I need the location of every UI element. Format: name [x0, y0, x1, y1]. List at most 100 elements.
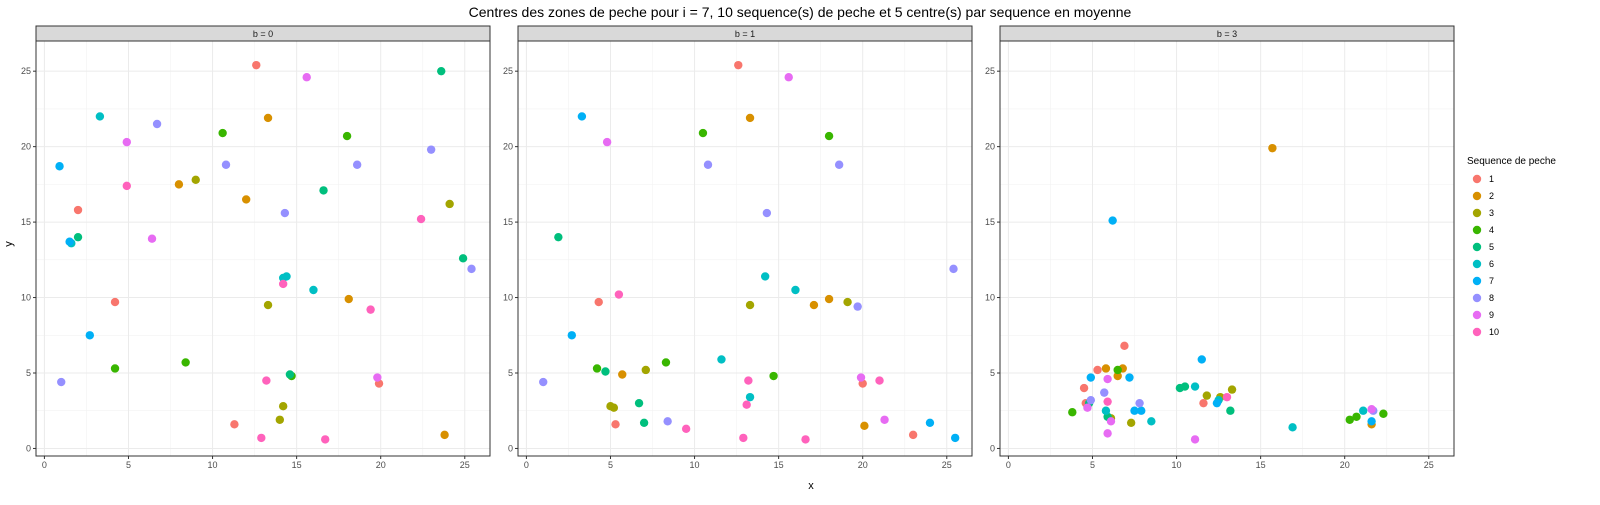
y-tick-label: 10	[21, 293, 31, 303]
data-point-seq-1	[1079, 383, 1089, 393]
data-point-seq-10	[744, 376, 753, 385]
y-tick-label: 25	[985, 66, 995, 76]
data-point-seq-10	[801, 435, 810, 444]
data-point-seq-8	[1100, 388, 1109, 397]
data-point-seq-1	[1093, 365, 1102, 375]
data-point-seq-10	[321, 435, 330, 444]
data-point-seq-9	[1083, 403, 1092, 412]
data-point-seq-3	[609, 403, 619, 412]
data-point-seq-9	[1367, 405, 1376, 414]
x-tick-label: 10	[208, 460, 218, 470]
data-point-seq-7	[567, 331, 577, 340]
data-point-seq-6	[1190, 382, 1200, 391]
data-point-seq-1	[110, 297, 120, 307]
data-point-seq-8	[352, 160, 362, 169]
legend-swatch-8	[1472, 293, 1482, 303]
data-point-seq-2	[174, 180, 184, 189]
data-point-seq-1	[594, 297, 603, 307]
legend-swatch-7	[1472, 276, 1482, 286]
x-tick-label: 15	[774, 460, 784, 470]
facet-strip-label: b = 3	[1217, 29, 1237, 39]
x-tick-label: 5	[608, 460, 613, 470]
legend-swatch-6	[1472, 259, 1482, 269]
data-point-seq-9	[122, 137, 131, 147]
data-point-seq-5	[601, 367, 610, 376]
y-tick-label: 15	[503, 217, 513, 227]
data-point-seq-9	[1190, 435, 1200, 444]
data-point-seq-6	[745, 392, 755, 402]
data-point-seq-7	[1367, 417, 1376, 426]
data-point-seq-5	[634, 398, 644, 408]
y-tick-label: 20	[21, 142, 31, 152]
data-point-seq-8	[221, 160, 231, 169]
data-point-seq-3	[745, 300, 755, 310]
data-point-seq-10	[416, 214, 426, 224]
y-tick-label: 20	[985, 142, 995, 152]
data-point-seq-7	[1086, 373, 1096, 382]
data-point-seq-10	[278, 279, 288, 289]
data-point-seq-7	[1130, 406, 1139, 415]
x-tick-label: 20	[858, 460, 868, 470]
data-point-seq-4	[110, 364, 120, 373]
y-axis-label: y	[3, 241, 15, 247]
legend-label-7: 7	[1489, 276, 1494, 286]
x-tick-label: 0	[42, 460, 47, 470]
data-point-seq-6	[1147, 417, 1156, 426]
y-tick-label: 10	[503, 293, 513, 303]
data-point-seq-3	[843, 297, 852, 307]
data-point-seq-4	[592, 364, 602, 373]
data-point-seq-5	[437, 66, 446, 76]
data-point-seq-6	[95, 112, 105, 121]
data-point-seq-3	[1126, 418, 1136, 427]
x-tick-label: 25	[1424, 460, 1434, 470]
data-point-seq-6	[791, 285, 800, 295]
y-tick-label: 15	[21, 217, 31, 227]
data-point-seq-5	[1226, 406, 1235, 415]
data-point-seq-8	[762, 208, 772, 218]
data-point-seq-8	[280, 208, 290, 218]
data-point-seq-2	[809, 300, 819, 310]
x-tick-label: 5	[126, 460, 131, 470]
data-point-seq-8	[152, 119, 162, 129]
data-point-seq-2	[1113, 371, 1122, 381]
data-point-seq-4	[1113, 365, 1122, 375]
data-point-seq-7	[1108, 216, 1117, 225]
x-tick-label: 25	[942, 460, 952, 470]
y-tick-label: 5	[508, 368, 513, 378]
data-point-seq-2	[860, 421, 869, 431]
data-point-seq-3	[278, 402, 288, 411]
data-point-seq-1	[734, 60, 743, 70]
facet-strip-label: b = 0	[253, 29, 273, 39]
data-point-seq-9	[856, 373, 866, 382]
legend-label-5: 5	[1489, 242, 1494, 252]
data-point-seq-7	[85, 331, 95, 340]
data-point-seq-10	[875, 376, 884, 385]
x-tick-label: 20	[1340, 460, 1350, 470]
data-point-seq-4	[181, 358, 190, 367]
data-point-seq-10	[366, 305, 375, 314]
data-point-seq-10	[742, 400, 751, 409]
data-point-seq-8	[1135, 398, 1144, 408]
data-point-seq-8	[703, 160, 713, 169]
data-point-seq-5	[319, 186, 328, 195]
data-point-seq-4	[824, 131, 834, 141]
data-point-seq-3	[275, 415, 285, 424]
data-point-seq-3	[641, 365, 650, 375]
data-point-seq-1	[73, 205, 83, 215]
data-point-seq-8	[834, 160, 844, 169]
x-tick-label: 0	[1006, 460, 1011, 470]
x-tick-label: 0	[524, 460, 529, 470]
data-point-seq-5	[554, 232, 563, 242]
x-tick-label: 15	[1256, 460, 1266, 470]
data-point-seq-8	[853, 302, 862, 311]
y-tick-label: 0	[508, 443, 513, 453]
legend-label-10: 10	[1489, 327, 1499, 337]
data-point-seq-4	[769, 371, 778, 381]
data-point-seq-3	[1202, 391, 1212, 400]
data-point-seq-10	[122, 181, 131, 191]
data-point-seq-6	[1359, 406, 1368, 415]
data-point-seq-9	[373, 373, 382, 382]
data-point-seq-6	[278, 273, 288, 283]
data-point-seq-6	[760, 272, 770, 281]
data-point-seq-10	[614, 290, 624, 299]
